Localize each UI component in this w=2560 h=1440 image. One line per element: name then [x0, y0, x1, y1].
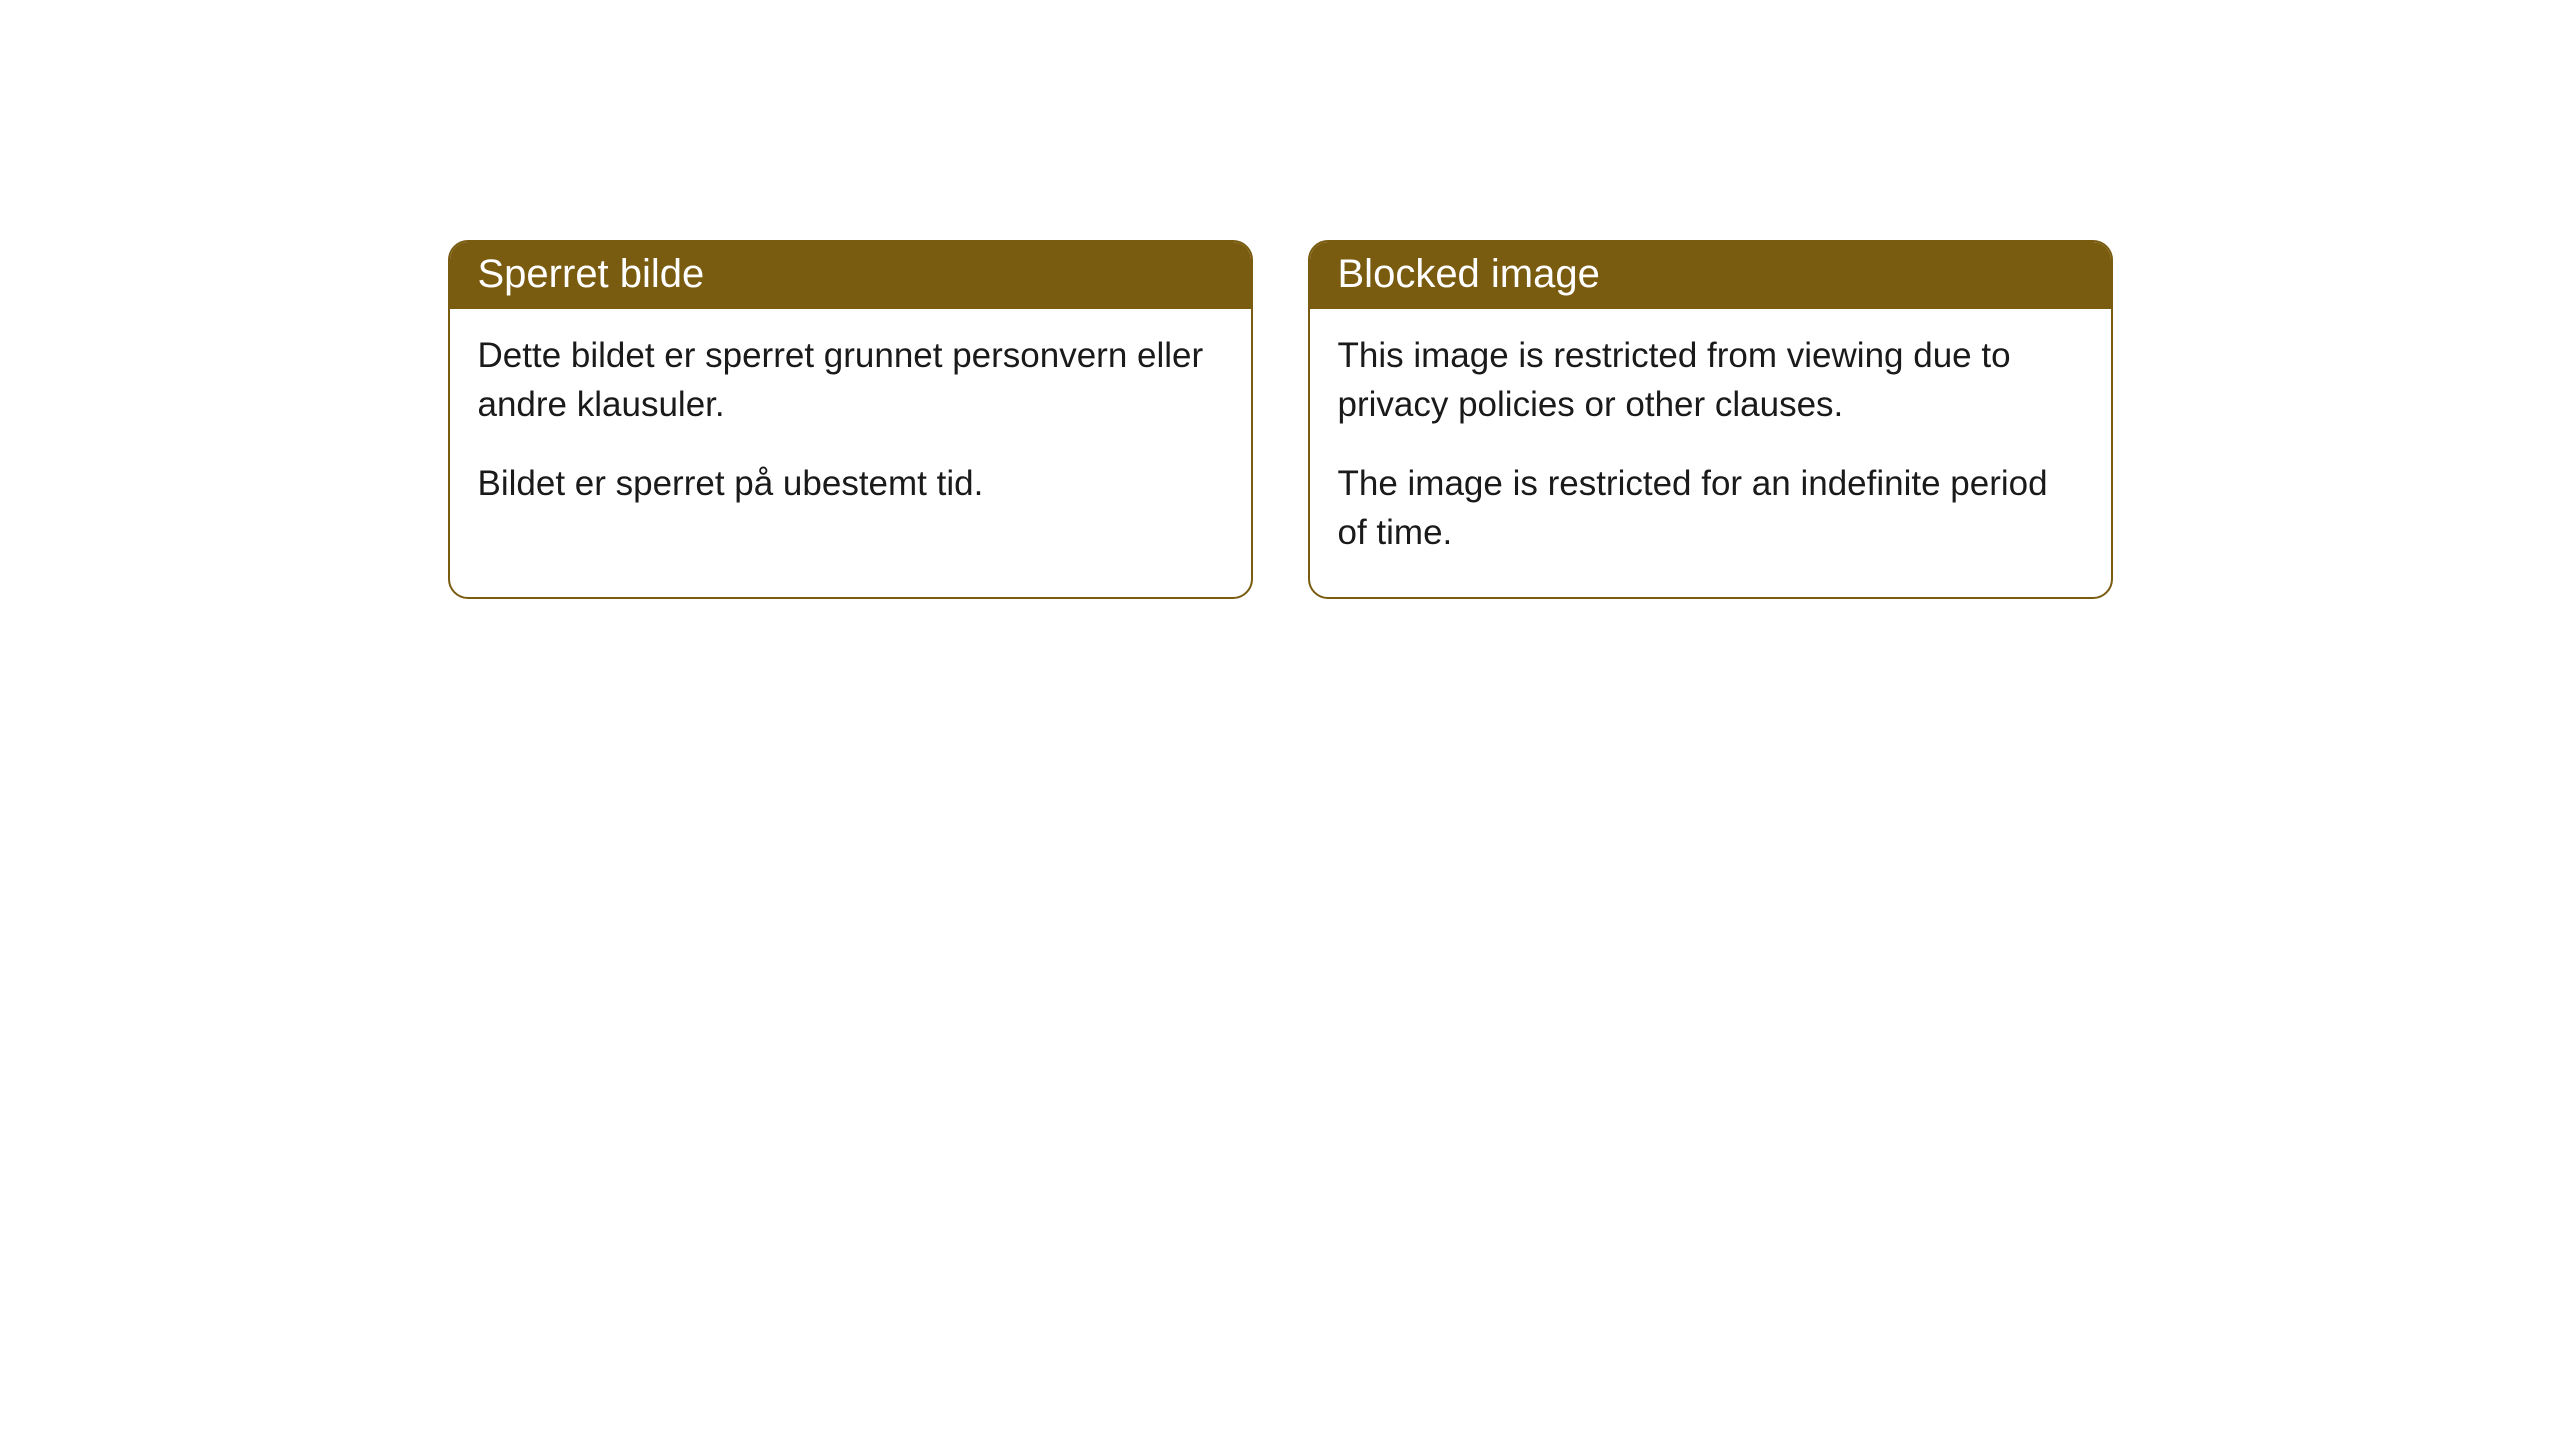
cards-container: Sperret bilde Dette bildet er sperret gr… — [448, 240, 2113, 599]
card-paragraph: This image is restricted from viewing du… — [1338, 331, 2083, 429]
card-paragraph: Bildet er sperret på ubestemt tid. — [478, 459, 1223, 508]
card-english: Blocked image This image is restricted f… — [1308, 240, 2113, 599]
card-paragraph: Dette bildet er sperret grunnet personve… — [478, 331, 1223, 429]
card-norwegian: Sperret bilde Dette bildet er sperret gr… — [448, 240, 1253, 599]
card-paragraph: The image is restricted for an indefinit… — [1338, 459, 2083, 557]
card-header-english: Blocked image — [1310, 242, 2111, 309]
card-body-norwegian: Dette bildet er sperret grunnet personve… — [450, 309, 1251, 548]
card-header-norwegian: Sperret bilde — [450, 242, 1251, 309]
card-body-english: This image is restricted from viewing du… — [1310, 309, 2111, 597]
